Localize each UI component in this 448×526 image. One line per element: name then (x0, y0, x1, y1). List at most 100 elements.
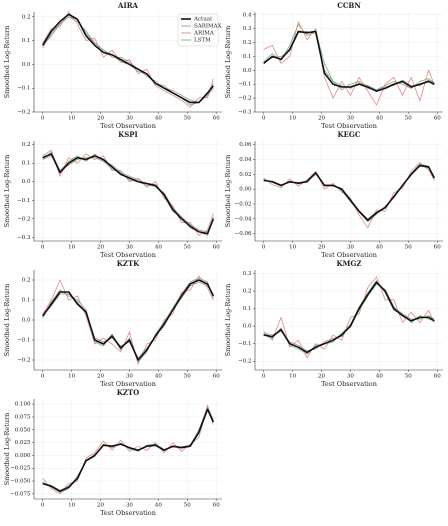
y-tick-label: −0.1 (17, 338, 30, 344)
series-line (42, 408, 215, 493)
y-axis-label: Smoothed Log-Return (3, 413, 11, 486)
y-tick-label: 0.02 (239, 172, 251, 178)
x-tick-label: 10 (68, 374, 75, 380)
y-tick-label: 0.4 (243, 12, 252, 18)
y-tick-label: 0.2 (243, 289, 252, 295)
x-tick-label: 10 (68, 245, 75, 251)
legend-label: Actual (193, 17, 212, 23)
x-tick-label: 0 (41, 374, 45, 380)
y-tick-label: −0.1 (238, 341, 251, 347)
panel-title: KZTO (117, 388, 140, 397)
y-axis-label: Smoothed Log-Return (3, 155, 11, 228)
y-tick-label: 0.04 (239, 157, 252, 163)
y-tick-label: 0.050 (15, 427, 31, 433)
panel-title: KEGC (338, 130, 361, 139)
x-tick-label: 0 (41, 116, 45, 122)
y-tick-label: −0.3 (238, 110, 252, 116)
y-tick-label: 0.0 (22, 318, 31, 324)
y-tick-label: −0.1 (238, 82, 251, 88)
x-tick-label: 30 (126, 374, 133, 380)
x-tick-label: 40 (155, 245, 162, 251)
y-tick-label: 0.1 (243, 54, 252, 60)
legend-label: ARIMA (193, 31, 215, 37)
y-tick-label: −0.1 (17, 198, 30, 204)
y-tick-label: 0.3 (243, 271, 252, 277)
series-line (42, 149, 214, 236)
x-tick-label: 0 (262, 245, 266, 251)
x-tick-label: 30 (126, 116, 133, 122)
y-tick-label: 0.100 (15, 402, 31, 408)
x-tick-label: 10 (68, 116, 75, 122)
x-tick-label: 60 (434, 116, 441, 122)
x-tick-label: 60 (213, 116, 220, 122)
x-tick-label: 0 (41, 503, 45, 509)
y-tick-label: −0.06 (235, 231, 252, 237)
x-axis-label: Test Observation (100, 251, 156, 259)
legend-label: LSTM (194, 38, 211, 44)
x-tick-label: 50 (405, 374, 412, 380)
y-tick-label: −0.2 (17, 216, 30, 222)
legend-box (177, 13, 219, 47)
x-axis-label: Test Observation (100, 509, 156, 517)
x-tick-label: 30 (347, 245, 354, 251)
x-axis-label: Test Observation (321, 122, 377, 130)
legend-label: SARIMAX (194, 24, 222, 30)
x-tick-label: 40 (376, 116, 383, 122)
panel-title: AIRA (117, 1, 139, 10)
y-tick-label: 0.1 (22, 161, 31, 167)
y-tick-label: 0.0 (243, 324, 252, 330)
y-tick-label: 0.3 (243, 26, 252, 32)
x-tick-label: 30 (126, 503, 133, 509)
series-line (41, 13, 214, 104)
y-tick-label: 0.1 (22, 38, 31, 44)
panel-title: CCBN (337, 1, 361, 10)
x-tick-label: 30 (347, 374, 354, 380)
x-tick-label: 10 (289, 374, 296, 380)
x-tick-label: 20 (318, 245, 325, 251)
x-tick-label: 50 (184, 116, 191, 122)
y-tick-label: −0.2 (238, 359, 251, 365)
x-tick-label: 20 (97, 374, 104, 380)
x-tick-label: 40 (376, 374, 383, 380)
x-tick-label: 20 (97, 116, 104, 122)
y-tick-label: −0.2 (17, 358, 30, 364)
panel-title: KSPI (118, 130, 138, 139)
x-tick-label: 0 (262, 374, 266, 380)
series-line (42, 155, 214, 233)
y-tick-label: −0.1 (17, 86, 30, 92)
x-tick-label: 10 (289, 245, 296, 251)
y-tick-label: 0.00 (239, 187, 252, 193)
y-tick-label: 0.0 (22, 62, 31, 68)
x-tick-label: 60 (213, 374, 220, 380)
x-tick-label: 30 (347, 116, 354, 122)
x-tick-label: 20 (97, 503, 104, 509)
y-tick-label: 0.2 (22, 14, 31, 20)
x-tick-label: 10 (289, 116, 296, 122)
x-tick-label: 50 (405, 245, 412, 251)
x-tick-label: 20 (318, 116, 325, 122)
x-tick-label: 20 (97, 245, 104, 251)
y-axis-label: Smoothed Log-Return (224, 26, 232, 99)
x-tick-label: 0 (41, 245, 45, 251)
panel-title: KMGZ (337, 259, 362, 268)
x-tick-label: 40 (155, 374, 162, 380)
y-tick-label: 0.2 (243, 40, 252, 46)
series-line (42, 153, 215, 235)
y-axis-label: Smoothed Log-Return (224, 155, 232, 228)
series-line (263, 281, 435, 354)
y-tick-label: 0.2 (22, 142, 31, 148)
series-line (263, 24, 435, 91)
y-tick-label: −0.3 (17, 235, 31, 241)
y-tick-label: 0.1 (22, 298, 31, 304)
y-tick-label: 0.000 (15, 453, 31, 459)
y-tick-label: 0.025 (15, 440, 31, 446)
x-tick-label: 50 (184, 245, 191, 251)
x-tick-label: 10 (68, 503, 75, 509)
y-tick-label: −0.050 (10, 479, 31, 485)
x-axis-label: Test Observation (100, 380, 156, 388)
series-line (263, 30, 435, 92)
y-axis-label: Smoothed Log-Return (3, 284, 11, 357)
x-axis-label: Test Observation (321, 380, 377, 388)
